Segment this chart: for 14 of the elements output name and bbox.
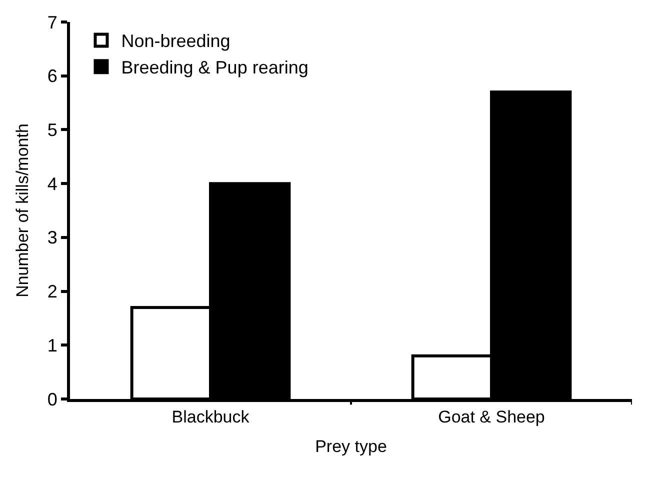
y-tick-label: 4 <box>47 174 58 194</box>
x-tick-label: Goat & Sheep <box>438 407 545 426</box>
y-tick-label: 5 <box>47 120 58 140</box>
legend-label: Breeding & Pup rearing <box>121 58 308 78</box>
y-tick-label: 6 <box>47 66 58 86</box>
y-tick-label: 2 <box>47 282 58 302</box>
y-axis-title: Nnumber of kills/month <box>12 124 32 298</box>
y-tick-label: 0 <box>47 389 58 410</box>
x-tick-label: Blackbuck <box>172 407 250 426</box>
legend-label: Non-breeding <box>121 31 230 52</box>
y-tick-label: 3 <box>47 228 58 248</box>
y-tick-label: 1 <box>47 335 58 356</box>
y-tick-label: 7 <box>47 12 58 32</box>
x-axis-title: Prey type <box>315 436 387 456</box>
